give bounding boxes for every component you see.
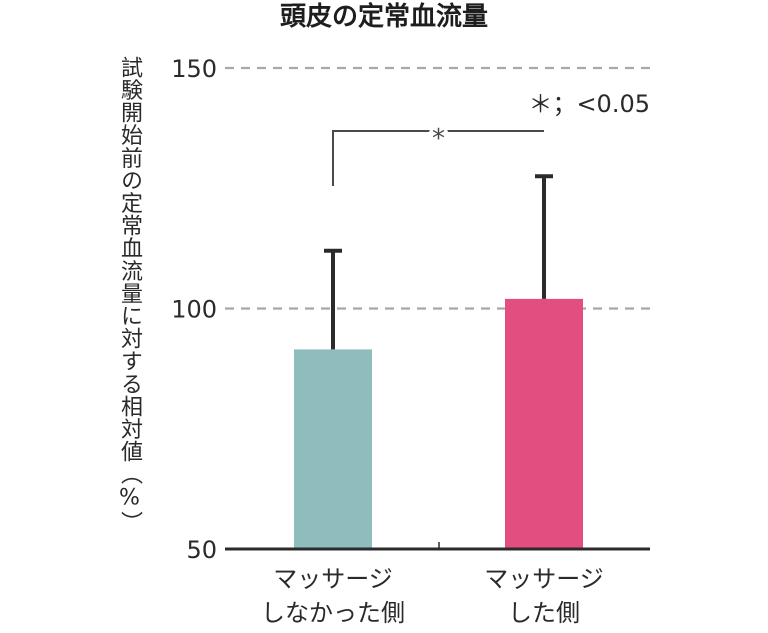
y-axis-label: 試験開始前の定常血流量に対する相対値（%） [117, 56, 142, 534]
significance-bracket [332, 130, 544, 186]
y-tick-label-100: 100 [171, 296, 217, 324]
x-tick-label-2-line-2: した側 [508, 599, 580, 627]
y-tick-label-150: 150 [171, 55, 217, 83]
y-tick-label-50: 50 [186, 536, 217, 564]
x-tick-label-2-line-1: マッサージ [484, 565, 604, 593]
x-tick-label-1-line-1: マッサージ [273, 565, 393, 593]
chart-title: 頭皮の定常血流量 [280, 1, 488, 32]
bar-2 [505, 298, 583, 549]
bar-1 [294, 349, 372, 549]
significance-legend: ＊；<0.05 [528, 90, 650, 118]
significance-marker: * [432, 124, 445, 154]
x-tick-label-1-line-2: しなかった側 [261, 599, 405, 627]
